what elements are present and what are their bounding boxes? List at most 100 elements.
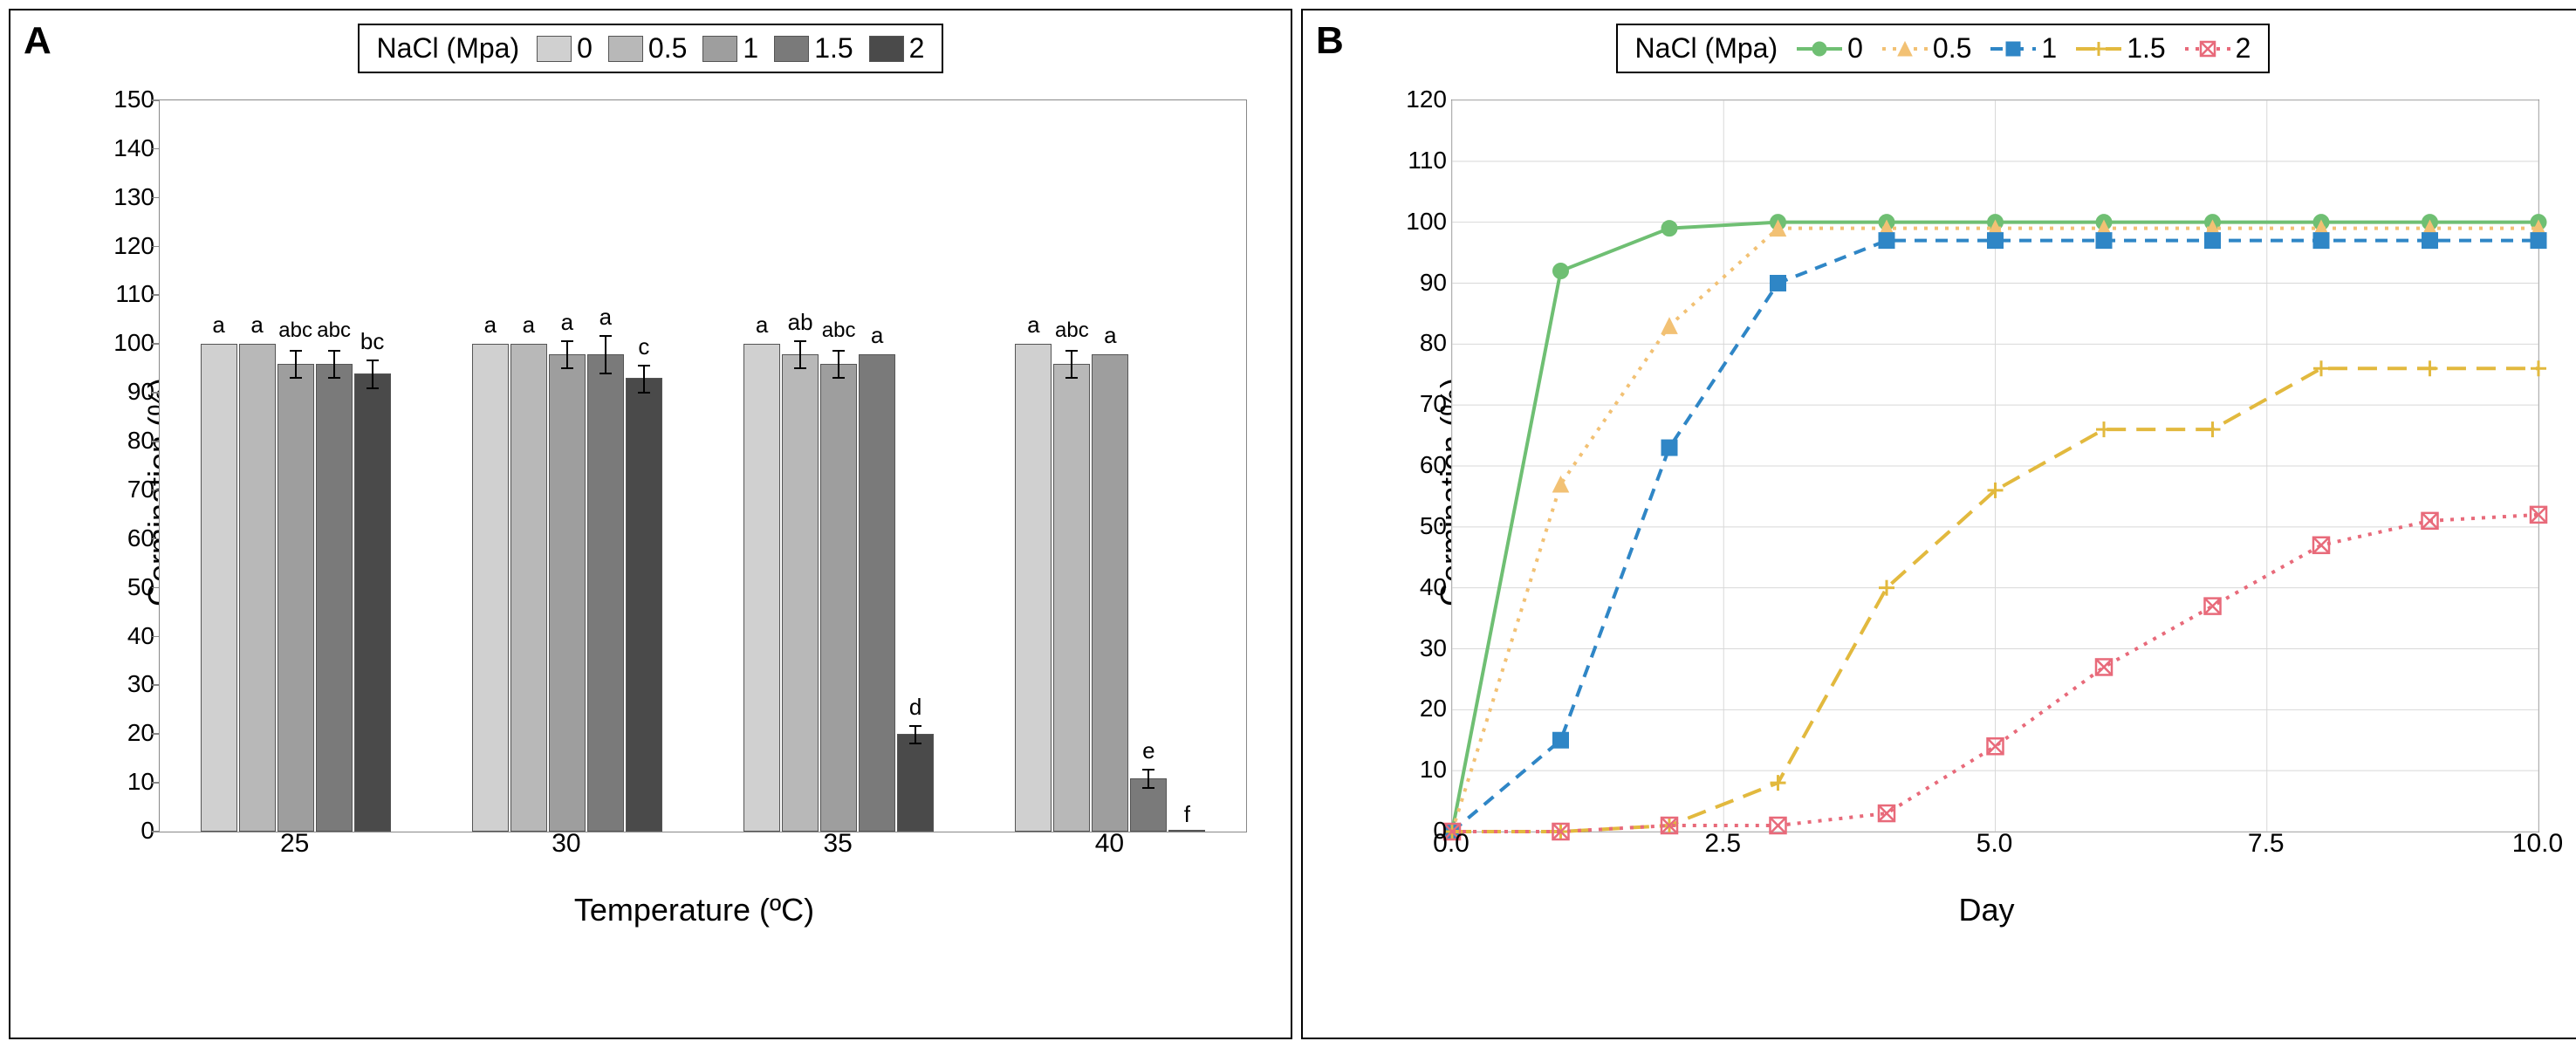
bar: abc: [277, 364, 314, 832]
panel-a-chart: Germination (%) aaabcabcbcaaaacaababcada…: [124, 91, 1264, 894]
series-marker: [1553, 264, 1569, 279]
y-tick: 80: [1403, 329, 1447, 357]
series-marker: [1988, 233, 2004, 249]
y-tick: 120: [111, 232, 154, 260]
bar-annotation: f: [1184, 801, 1190, 828]
legend-a-item: 0: [537, 32, 593, 65]
y-tick: 70: [111, 476, 154, 503]
legend-a-item: 2: [869, 32, 925, 65]
bar-annotation: a: [599, 304, 612, 331]
y-tick: 10: [111, 768, 154, 796]
series-marker: [2096, 659, 2112, 675]
bar: abc: [1053, 364, 1090, 832]
panel-b-label: B: [1316, 19, 1344, 63]
legend-a-item: 1.5: [774, 32, 853, 65]
bar-annotation: bc: [360, 328, 384, 355]
y-tick: 150: [111, 86, 154, 113]
series-marker: [1661, 221, 1677, 236]
bar-annotation: a: [523, 312, 535, 339]
series-marker: [1879, 233, 1894, 249]
panel-a-label: A: [24, 19, 51, 63]
series-marker: [2313, 233, 2329, 249]
y-tick: 50: [1403, 512, 1447, 540]
series-marker: [2422, 233, 2438, 249]
y-tick: 100: [111, 329, 154, 357]
y-tick: 20: [111, 719, 154, 747]
bar-annotation: d: [909, 694, 921, 721]
bar: d: [897, 734, 934, 832]
legend-a-item: 0.5: [608, 32, 687, 65]
panel-b-legend: NaCl (Mpa) 00.511.52: [1616, 24, 2271, 73]
bar: a: [239, 344, 276, 832]
bar: a: [1015, 344, 1052, 832]
y-tick: 60: [1403, 451, 1447, 479]
bar: f: [1168, 830, 1205, 832]
bar-annotation: a: [484, 312, 497, 339]
x-tick-label: 30: [552, 829, 580, 859]
legend-a-item: 1: [702, 32, 758, 65]
bar: a: [743, 344, 780, 832]
y-tick: 40: [111, 622, 154, 650]
bar-annotation: c: [638, 333, 649, 360]
x-tick-label: 10.0: [2512, 829, 2563, 859]
y-tick: 110: [111, 280, 154, 308]
y-tick: 20: [1403, 695, 1447, 723]
bar: a: [549, 354, 586, 832]
y-tick: 100: [1403, 208, 1447, 236]
legend-b-item: 1.5: [2074, 32, 2165, 65]
bar-annotation: e: [1142, 737, 1154, 764]
x-tick-label: 2.5: [1704, 829, 1741, 859]
series-marker: [1661, 440, 1677, 456]
panel-a: A NaCl (Mpa) 00.511.52 Germination (%) a…: [9, 9, 1292, 1039]
x-tick-label: 40: [1095, 829, 1124, 859]
bar: abc: [316, 364, 353, 832]
y-tick: 60: [111, 524, 154, 552]
panel-a-xlabel: Temperature (ºC): [574, 892, 814, 928]
y-tick: 90: [1403, 269, 1447, 297]
panel-a-legend: NaCl (Mpa) 0 0.5 1 1.5 2: [358, 24, 944, 73]
bar-group: aaabcabcbc: [201, 344, 391, 832]
bar: bc: [354, 373, 391, 832]
series-marker: [1771, 818, 1786, 833]
bar: a: [472, 344, 509, 832]
legend-b-item: 0.5: [1881, 32, 1971, 65]
legend-a-title: NaCl (Mpa): [377, 32, 520, 65]
panel-b-xlabel: Day: [1958, 892, 2014, 928]
bar: e: [1130, 778, 1167, 832]
legend-b-title: NaCl (Mpa): [1635, 32, 1778, 65]
series-marker: [2313, 360, 2329, 376]
series-marker: [2422, 513, 2438, 529]
bar-group: aaaac: [472, 344, 662, 832]
y-tick: 10: [1403, 756, 1447, 784]
series-marker: [2096, 233, 2112, 249]
x-tick-label: 0.0: [1433, 829, 1470, 859]
bar: a: [1092, 354, 1128, 832]
y-tick: 0: [111, 817, 154, 845]
bar: abc: [820, 364, 857, 832]
series-marker: [2205, 599, 2221, 614]
bar-annotation: abc: [1055, 319, 1089, 343]
series-marker: [1771, 775, 1786, 791]
y-tick: 120: [1403, 86, 1447, 113]
series-marker: [2313, 538, 2329, 553]
y-tick: 80: [111, 427, 154, 455]
y-tick: 130: [111, 183, 154, 211]
x-tick-label: 5.0: [1977, 829, 2013, 859]
x-tick-label: 35: [823, 829, 852, 859]
bar-annotation: a: [561, 309, 573, 336]
bar-annotation: abc: [317, 319, 351, 343]
y-tick: 70: [1403, 390, 1447, 418]
bar-annotation: a: [1104, 322, 1116, 349]
bar-annotation: ab: [788, 309, 813, 336]
bar-group: aabcaef: [1015, 344, 1205, 832]
legend-b-item: 2: [2183, 32, 2251, 65]
series-marker: [1553, 732, 1569, 748]
x-tick-label: 7.5: [2248, 829, 2285, 859]
y-tick: 90: [111, 378, 154, 406]
legend-b-item: 0: [1795, 32, 1863, 65]
y-tick: 30: [1403, 634, 1447, 662]
bar: a: [510, 344, 547, 832]
series-marker: [1771, 276, 1786, 291]
series-marker: [2205, 421, 2221, 437]
y-tick: 30: [111, 670, 154, 698]
